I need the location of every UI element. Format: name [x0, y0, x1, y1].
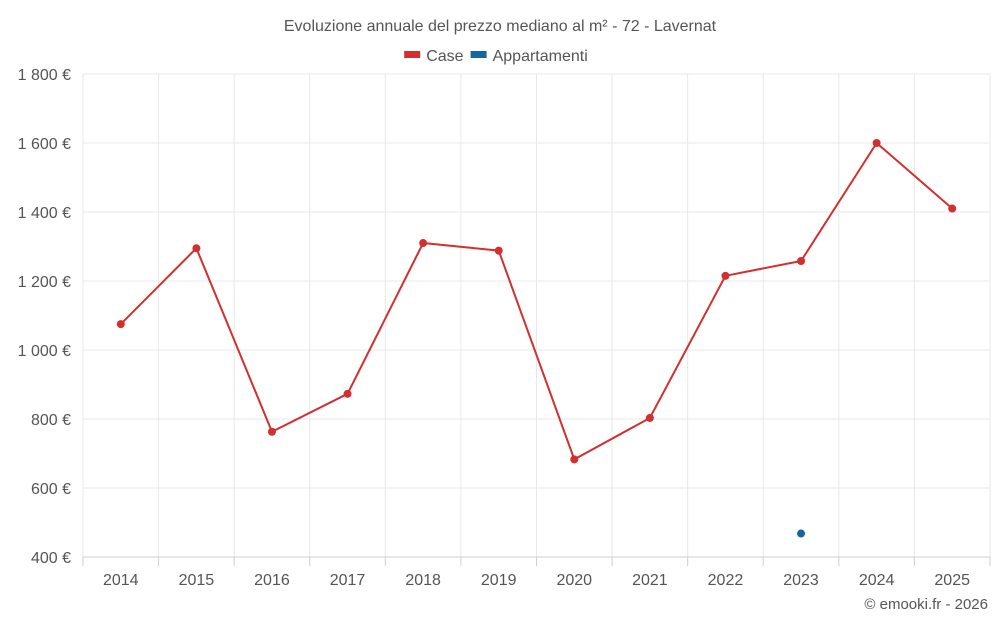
- x-tick-label: 2016: [254, 572, 290, 589]
- credit-text: © emooki.fr - 2026: [864, 596, 988, 613]
- legend: Case Appartamenti: [404, 48, 588, 65]
- x-tick-label: 2025: [934, 572, 970, 589]
- x-tick-label: 2024: [859, 572, 895, 589]
- data-point: [948, 204, 957, 213]
- y-axis: 400 € 600 € 800 € 1 000 € 1 200 € 1 400 € 1 60…: [18, 67, 71, 567]
- x-tick-label: 2020: [556, 572, 592, 589]
- data-point: [570, 455, 579, 464]
- data-point: [267, 427, 276, 436]
- data-point: [872, 139, 881, 147]
- x-axis: 2014 2015 2016 2017 2018 2019 2020 2021 2022 2023…: [82, 556, 991, 589]
- data-point: [645, 413, 654, 422]
- x-tick-label: 2017: [330, 572, 366, 589]
- data-point: [343, 389, 352, 398]
- chart-title: Evoluzione annuale del prezzo mediano al…: [284, 18, 717, 35]
- legend-swatch: [404, 51, 421, 58]
- x-tick-label: 2014: [103, 572, 139, 589]
- y-tick-label: 800 €: [31, 412, 71, 429]
- y-tick-label: 1 200 €: [18, 274, 71, 291]
- data-point: [494, 246, 503, 255]
- y-tick-label: 1 800 €: [18, 67, 71, 84]
- y-tick-label: 1 600 €: [18, 136, 71, 153]
- series-line: [120, 142, 953, 461]
- x-tick-label: 2015: [179, 572, 215, 589]
- x-tick-label: 2023: [783, 572, 819, 589]
- y-tick-label: 1 400 €: [18, 205, 71, 222]
- grid: [82, 73, 991, 557]
- x-tick-label: 2019: [481, 572, 517, 589]
- data-point: [116, 320, 125, 329]
- data-point: [721, 271, 730, 280]
- data-point: [797, 256, 806, 265]
- series-group: [116, 139, 957, 538]
- x-tick-label: 2021: [632, 572, 668, 589]
- x-tick-label: 2018: [405, 572, 441, 589]
- legend-swatch: [470, 51, 487, 58]
- y-tick-label: 400 €: [31, 550, 71, 567]
- data-point: [192, 244, 201, 253]
- legend-label: Case: [426, 48, 463, 65]
- legend-label: Appartamenti: [493, 48, 588, 65]
- data-point: [797, 529, 806, 538]
- x-tick-label: 2022: [708, 572, 744, 589]
- data-point: [419, 239, 428, 248]
- y-tick-label: 600 €: [31, 481, 71, 498]
- y-tick-label: 1 000 €: [18, 343, 71, 360]
